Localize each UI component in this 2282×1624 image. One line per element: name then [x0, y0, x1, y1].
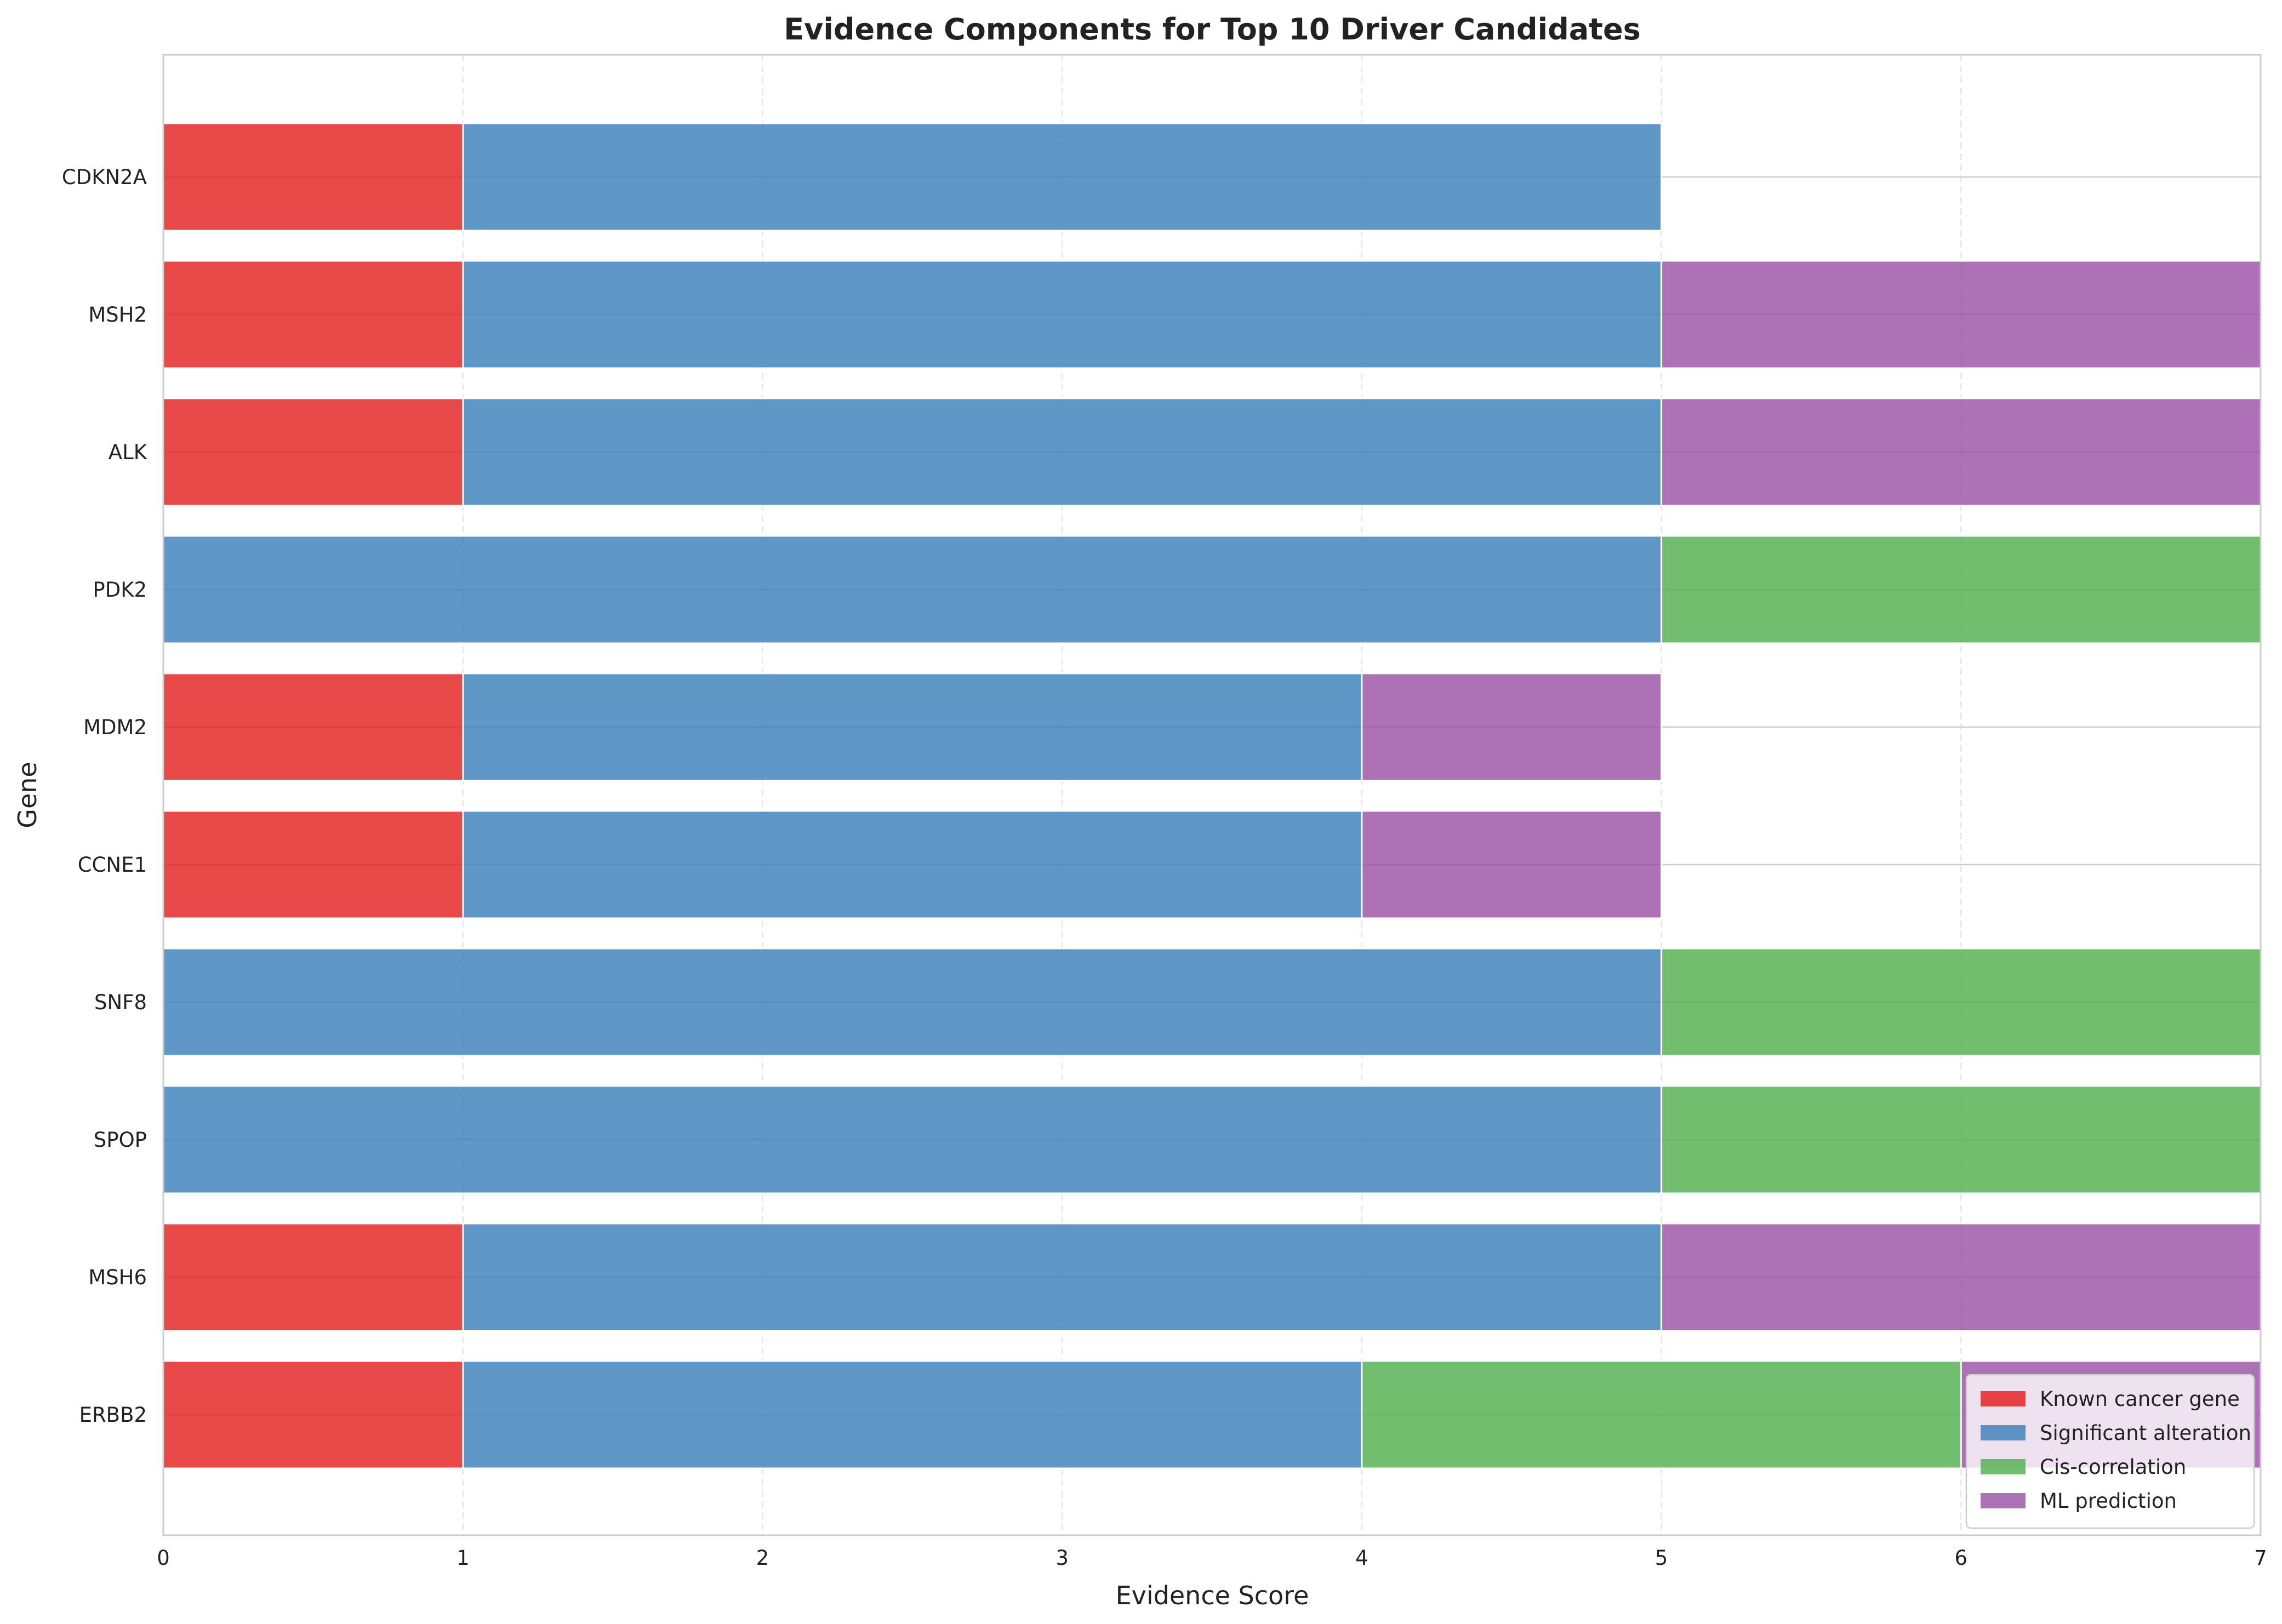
x-axis-label: Evidence Score — [1116, 1581, 1309, 1610]
legend: Known cancer gene Significant alteration C… — [1965, 1374, 2255, 1529]
bar-segment — [1661, 397, 2262, 507]
bar-segment — [162, 1085, 1663, 1194]
bar-segment — [162, 122, 464, 232]
bar-segment — [1361, 810, 1663, 919]
bar-segment — [162, 672, 464, 782]
bar-segment — [162, 810, 464, 919]
y-axis-ticks: CDKN2A MSH2 ALK PDK2 MDM2 CCNE1 SNF8 SPOP MSH6 ER… — [62, 165, 148, 1427]
bars — [162, 122, 2262, 1469]
bar-segment — [1661, 1085, 2262, 1194]
y-tick-label: MSH6 — [88, 1266, 147, 1289]
bar-segment — [162, 1360, 464, 1469]
x-tick-label: 4 — [1355, 1546, 1368, 1570]
y-tick-label: CDKN2A — [62, 165, 147, 189]
x-tick-label: 0 — [157, 1546, 170, 1570]
bar-segment — [162, 535, 1663, 644]
y-tick-label: SNF8 — [94, 991, 147, 1014]
bar-segment — [1661, 947, 2262, 1057]
bar-segment — [1361, 1360, 1962, 1469]
bar-segment — [162, 397, 464, 507]
legend-swatch — [1981, 1425, 2026, 1440]
bar-segment — [462, 1360, 1363, 1469]
legend-box — [1965, 1374, 2255, 1529]
bar-segment — [1361, 672, 1663, 782]
y-tick-label: SPOP — [94, 1128, 147, 1152]
legend-label: Cis-correlation — [2040, 1455, 2186, 1479]
y-tick-label: MDM2 — [83, 716, 147, 739]
bar-segment — [462, 397, 1663, 507]
legend-label: Known cancer gene — [2040, 1387, 2240, 1411]
y-tick-label: ALK — [109, 441, 148, 464]
bar-segment — [462, 122, 1663, 232]
legend-swatch — [1981, 1459, 2026, 1474]
legend-label: ML prediction — [2040, 1489, 2177, 1513]
bar-segment — [1661, 260, 2262, 369]
x-axis-ticks: 0 1 2 3 4 5 6 7 — [157, 1546, 2267, 1570]
x-tick-label: 2 — [756, 1546, 769, 1570]
x-tick-label: 7 — [2254, 1546, 2267, 1570]
x-tick-label: 5 — [1655, 1546, 1668, 1570]
bar-segment — [162, 947, 1663, 1057]
x-tick-label: 6 — [1955, 1546, 1968, 1570]
x-tick-label: 1 — [457, 1546, 470, 1570]
bar-segment — [462, 810, 1363, 919]
bar-segment — [462, 260, 1663, 369]
legend-swatch — [1981, 1493, 2026, 1508]
y-tick-label: ERBB2 — [79, 1403, 147, 1427]
bar-segment — [1661, 1222, 2262, 1332]
bar-segment — [1661, 535, 2262, 644]
legend-swatch — [1981, 1391, 2026, 1406]
y-tick-label: MSH2 — [88, 303, 147, 327]
y-axis-label: Gene — [13, 762, 42, 828]
plot-frame — [162, 54, 2262, 1536]
bar-segment — [162, 1222, 464, 1332]
y-tick-label: PDK2 — [93, 578, 147, 602]
bar-segment — [462, 1222, 1663, 1332]
bar-segment — [462, 672, 1363, 782]
chart-title: Evidence Components for Top 10 Driver Ca… — [784, 12, 1641, 47]
bar-segment — [162, 260, 464, 369]
x-tick-label: 3 — [1056, 1546, 1069, 1570]
legend-label: Significant alteration — [2040, 1421, 2251, 1445]
y-tick-label: CCNE1 — [78, 853, 147, 877]
